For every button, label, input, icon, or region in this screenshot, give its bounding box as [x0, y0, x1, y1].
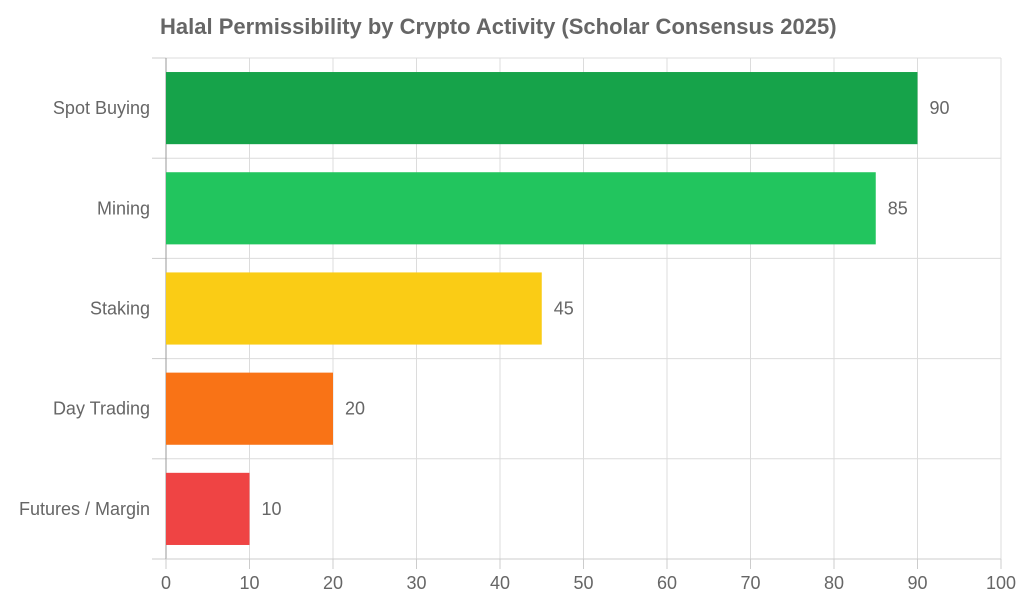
x-tick-label: 20	[323, 573, 343, 593]
data-label: 85	[888, 198, 908, 218]
bar	[166, 72, 918, 145]
x-tick-label: 0	[161, 573, 171, 593]
category-label: Mining	[97, 198, 150, 218]
x-tick-label: 60	[657, 573, 677, 593]
bar	[166, 372, 333, 445]
category-label: Day Trading	[53, 399, 150, 419]
x-tick-label: 40	[490, 573, 510, 593]
x-tick-label: 50	[573, 573, 593, 593]
x-tick-label: 70	[740, 573, 760, 593]
chart-title: Halal Permissibility by Crypto Activity …	[160, 14, 837, 39]
bar	[166, 272, 542, 345]
data-label: 45	[554, 299, 574, 319]
x-tick-label: 30	[406, 573, 426, 593]
x-tick-label: 80	[824, 573, 844, 593]
category-label: Spot Buying	[53, 98, 150, 118]
data-label: 20	[345, 399, 365, 419]
data-label: 90	[930, 98, 950, 118]
x-tick-label: 100	[986, 573, 1016, 593]
x-tick-label: 90	[907, 573, 927, 593]
bar	[166, 472, 250, 545]
x-tick-label: 10	[239, 573, 259, 593]
category-label: Futures / Margin	[19, 499, 150, 519]
category-label: Staking	[90, 299, 150, 319]
bar	[166, 172, 876, 245]
data-label: 10	[262, 499, 282, 519]
